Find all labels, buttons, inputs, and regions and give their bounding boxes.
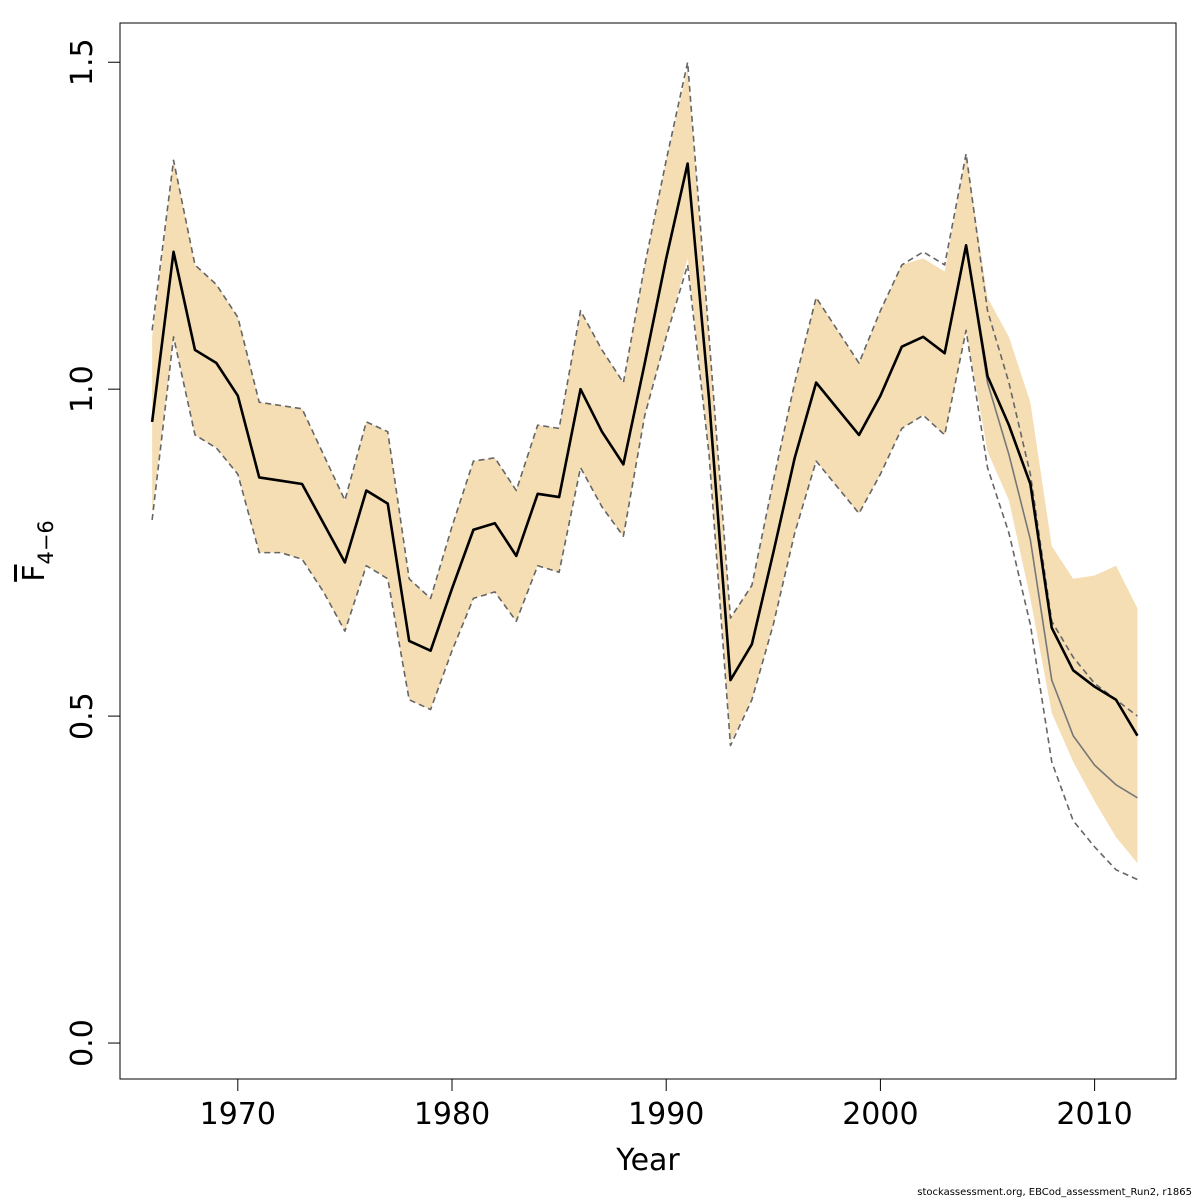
y-axis-title-base: F	[17, 565, 52, 582]
footer-credit: stockassessment.org, EBCod_assessment_Ru…	[917, 1187, 1192, 1198]
series-line-1	[150, 162, 1139, 737]
x-axis: 1970 1980 1990 2000 2010	[200, 1078, 1133, 1132]
y-tick-label: 1.5	[65, 38, 100, 86]
y-tick-label: 0.0	[65, 1019, 100, 1067]
series-lines	[150, 61, 1139, 881]
x-axis-title: Year	[615, 1143, 680, 1178]
y-axis-title: F4−6	[17, 520, 58, 582]
x-tick-label: 1980	[414, 1097, 490, 1132]
series-line-3	[151, 61, 1138, 717]
x-tick-label: 1970	[200, 1097, 276, 1132]
y-axis: 0.0 0.5 1.0 1.5	[65, 38, 121, 1067]
x-tick-label: 2000	[842, 1097, 918, 1132]
x-tick-label: 2010	[1056, 1097, 1132, 1132]
x-tick-label: 1990	[628, 1097, 704, 1132]
y-axis-title-subscript: 4−6	[34, 520, 58, 564]
series-line-4	[151, 264, 1138, 881]
y-tick-label: 0.5	[65, 692, 100, 740]
y-tick-label: 1.0	[65, 365, 100, 413]
